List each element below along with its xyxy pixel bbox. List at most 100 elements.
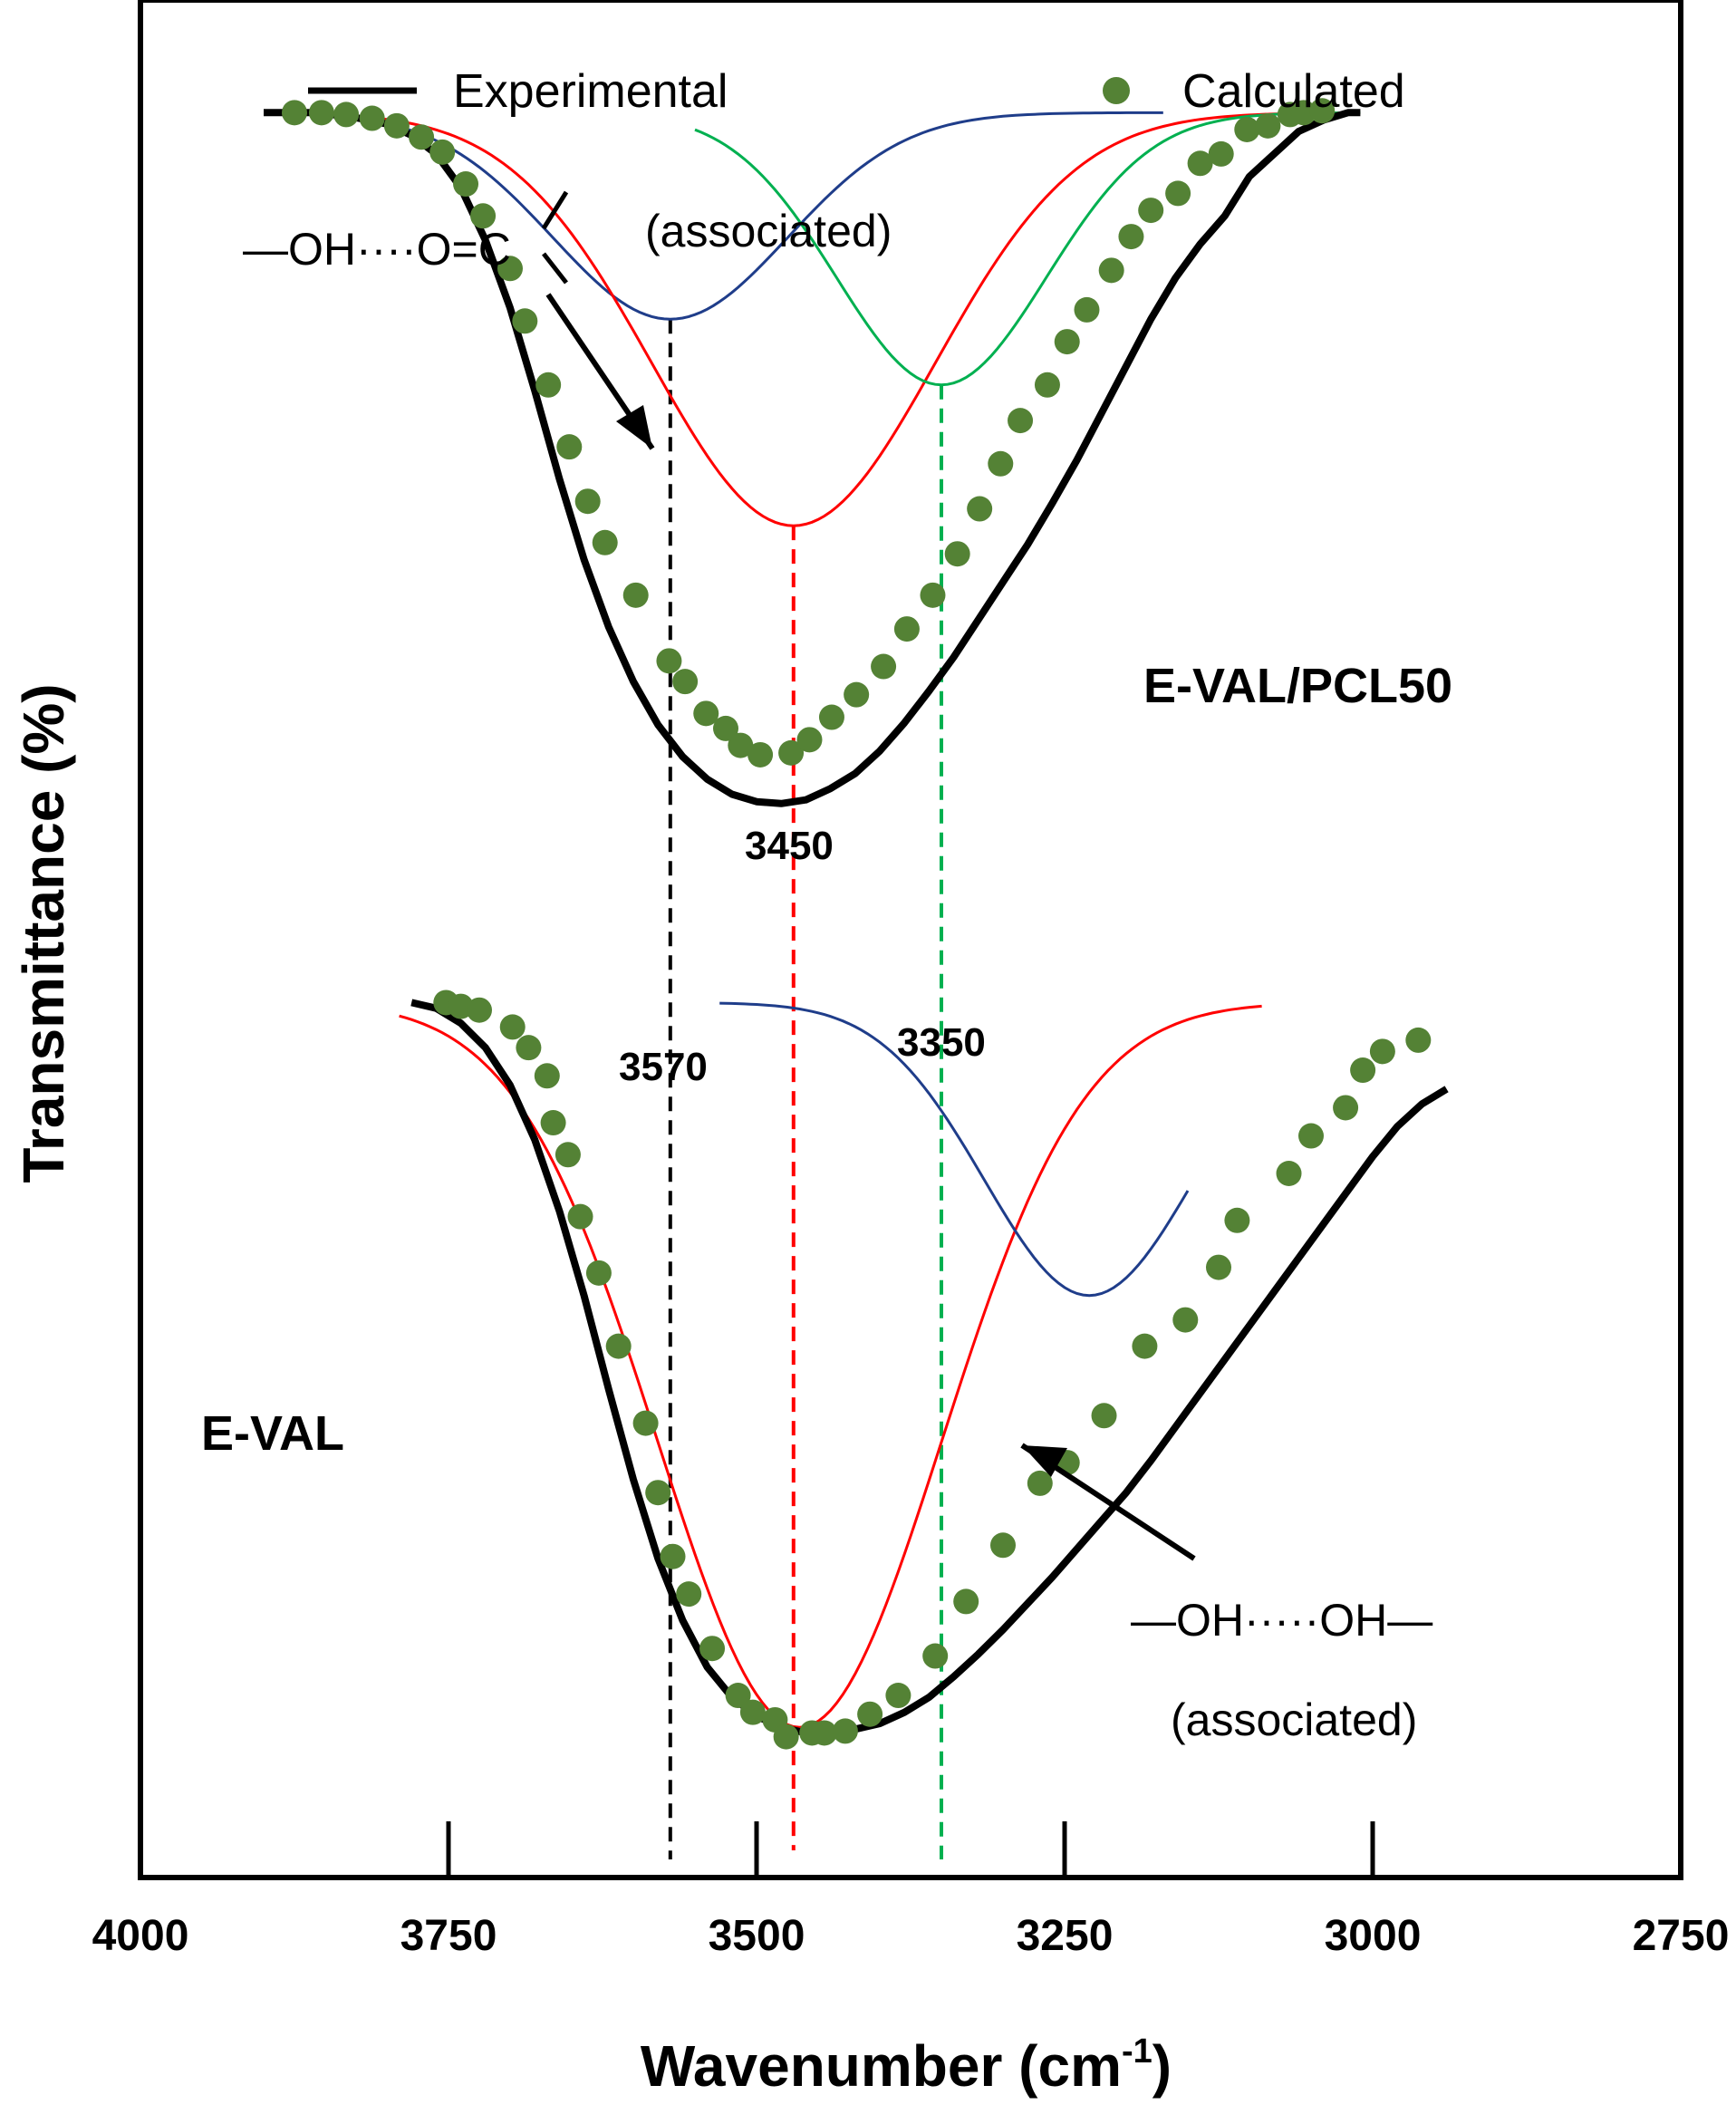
carbonyl-bond-lower [542, 252, 568, 285]
calculated-point [1138, 198, 1164, 224]
calculated-points [282, 98, 1432, 1750]
x-tick-label: 2750 [1633, 1912, 1730, 1960]
annotation-oh-oh-assoc: (associated) [1171, 1694, 1417, 1745]
component-curve-1-0 [399, 1004, 1262, 1729]
calculated-point [632, 1410, 659, 1436]
calculated-point [1333, 1095, 1359, 1121]
annotation-arrowhead-bottom [1022, 1445, 1067, 1477]
annotation-oh-oh: —OH·····OH— (associated) [1020, 1443, 1432, 1745]
calculated-point [693, 700, 719, 727]
calculated-point [871, 653, 897, 680]
calculated-point [699, 1636, 726, 1662]
calculated-point [499, 1014, 526, 1040]
peak-label-3350: 3350 [897, 1020, 986, 1065]
y-axis-title: Transmittance (%) [11, 683, 76, 1183]
calculated-point [585, 1260, 612, 1286]
calculated-point [516, 1035, 542, 1061]
calculated-point [470, 203, 497, 229]
calculated-point [622, 582, 649, 608]
calculated-point [540, 1110, 566, 1136]
plot-frame [138, 0, 1683, 1880]
calculated-point [747, 741, 774, 768]
legend-calculated-label: Calculated [1182, 65, 1405, 118]
calculated-point [656, 648, 682, 674]
legend-experimental-label: Experimental [453, 65, 728, 118]
calculated-point [676, 1581, 702, 1607]
calculated-point [885, 1683, 911, 1709]
calculated-point [555, 1142, 581, 1168]
x-tick-label: 3000 [1325, 1912, 1422, 1960]
calculated-point [333, 101, 360, 128]
x-tick-label: 3750 [400, 1912, 497, 1960]
calculated-point [1369, 1038, 1395, 1065]
calculated-point [1309, 98, 1336, 124]
calculated-point [778, 739, 805, 766]
series-label-evalpcl50: E-VAL/PCL50 [1143, 659, 1452, 713]
component-curve-0-2 [694, 111, 1361, 387]
calculated-point [1132, 1333, 1158, 1359]
calculated-point [713, 715, 738, 741]
calculated-point [1165, 180, 1191, 207]
calculated-point [893, 616, 920, 642]
calculated-point [1255, 112, 1281, 139]
calculated-point [1091, 1403, 1117, 1429]
x-tick-label: 4000 [92, 1912, 189, 1960]
calculated-point [409, 124, 435, 150]
calculated-point [308, 100, 334, 126]
x-axis-title-superscript: -1 [1122, 2032, 1153, 2071]
reference-lines [668, 319, 943, 1859]
calculated-point [359, 105, 385, 131]
calculated-point [645, 1480, 671, 1506]
peak-label-3570: 3570 [619, 1045, 708, 1089]
calculated-point [660, 1543, 686, 1569]
x-axis-title-close: ) [1153, 2033, 1172, 2099]
annotation-oh-carbonyl: —OH····O=C (associated) [243, 190, 892, 450]
experimental-curve-0 [264, 109, 1361, 807]
calculated-point [1027, 1470, 1053, 1496]
calculated-point [990, 1532, 1016, 1559]
calculated-point [1008, 408, 1034, 434]
calculated-point [1276, 1161, 1302, 1186]
calculated-point [796, 727, 823, 753]
legend: Experimental Calculated [308, 65, 1405, 118]
annotation-oh-oh-group: —OH·····OH— [1131, 1595, 1432, 1646]
x-tick-label: 3500 [709, 1912, 805, 1960]
calculated-point [556, 434, 583, 460]
calculated-point [497, 256, 523, 282]
calculated-point [844, 681, 870, 708]
series-label-eval: E-VAL [201, 1406, 344, 1461]
annotation-oh-carbonyl-group: —OH····O=C [243, 224, 511, 275]
experimental-curves [264, 109, 1449, 1737]
calculated-point [1172, 1307, 1199, 1333]
calculated-point [1187, 150, 1213, 177]
calculated-point [944, 541, 970, 567]
calculated-point [953, 1588, 979, 1615]
carbonyl-bond-upper [541, 190, 569, 230]
component-curve-1-1 [719, 1001, 1190, 1298]
calculated-point [739, 1699, 766, 1725]
calculated-point [1405, 1027, 1432, 1053]
calculated-point [1224, 1207, 1250, 1233]
calculated-point [811, 1720, 837, 1746]
calculated-point [725, 1683, 751, 1709]
x-tick-label: 3250 [1017, 1912, 1114, 1960]
calculated-point [383, 112, 410, 139]
calculated-point [1098, 257, 1124, 284]
calculated-point [574, 488, 601, 515]
calculated-point [922, 1643, 949, 1669]
calculated-point [1350, 1057, 1376, 1084]
calculated-point [728, 732, 754, 758]
calculated-point [567, 1203, 593, 1230]
calculated-point [818, 704, 844, 730]
component-curve-0-1 [263, 111, 1361, 527]
calculated-point [453, 171, 479, 198]
calculated-point [1054, 329, 1080, 355]
annotation-oh-carbonyl-assoc: (associated) [645, 206, 892, 256]
calculated-point [605, 1333, 632, 1359]
calculated-point [920, 582, 946, 608]
calculated-point [1290, 100, 1316, 126]
calculated-point [1074, 296, 1100, 323]
legend-calculated-swatch [1103, 77, 1130, 104]
calculated-point [1208, 140, 1234, 167]
